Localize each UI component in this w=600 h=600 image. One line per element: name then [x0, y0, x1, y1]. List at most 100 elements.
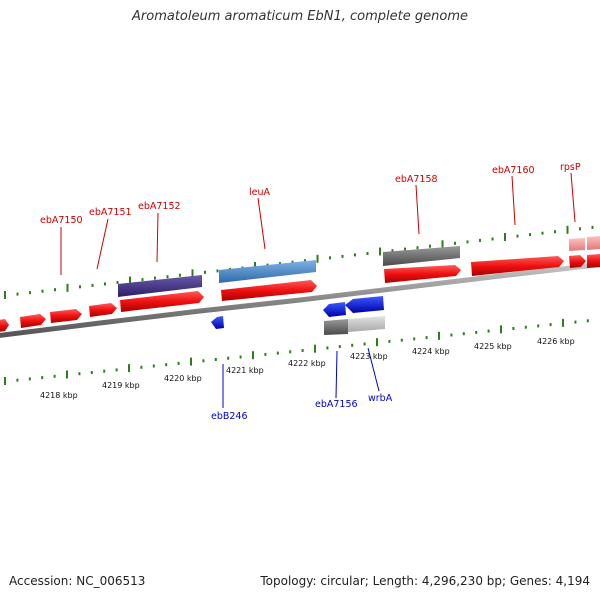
- gene-label-ebA7160[interactable]: ebA7160: [492, 165, 535, 176]
- outer-scale-minor-tick: [216, 269, 219, 273]
- gene-label-ebB246[interactable]: ebB246: [211, 411, 248, 422]
- inner-scale-major-tick: [500, 325, 502, 334]
- outer-scale-minor-tick: [541, 231, 544, 235]
- leader-ebA7160: [511, 175, 516, 226]
- inner-scale-minor-tick: [227, 356, 230, 360]
- outer-scale-minor-tick: [529, 233, 531, 237]
- gene-bar-wrbA[interactable]: [348, 316, 385, 332]
- outer-scale-minor-tick: [204, 270, 206, 274]
- tick-label-4226: 4226 kbp: [537, 337, 575, 346]
- inner-scale-major-tick: [4, 377, 6, 385]
- outer-scale-minor-tick: [404, 247, 406, 251]
- outer-scale-major-tick: [4, 291, 6, 299]
- inner-scale-minor-tick: [301, 349, 304, 352]
- outer-scale-minor-tick: [454, 241, 456, 245]
- inner-scale-major-tick: [438, 331, 440, 340]
- leader-leuA: [257, 197, 266, 250]
- reverse-cds-track: [211, 296, 384, 329]
- gene-label-ebA7151[interactable]: ebA7151: [89, 207, 132, 218]
- leader-ebA7152: [156, 212, 159, 263]
- outer-scale-minor-tick: [29, 291, 31, 295]
- topology-summary: Topology: circular; Length: 4,296,230 bp…: [260, 574, 590, 588]
- inner-scale-minor-tick: [264, 352, 267, 356]
- inner-scale-minor-tick: [202, 359, 205, 363]
- gene-bar-leuA[interactable]: [219, 260, 316, 283]
- cds-arrow-fwd-5[interactable]: [221, 280, 317, 301]
- cds-arrow-fwd-8[interactable]: [569, 255, 586, 268]
- inner-scale-minor-tick: [338, 345, 341, 349]
- tick-label-4219: 4219 kbp: [102, 381, 140, 390]
- inner-scale-major-tick: [314, 344, 316, 353]
- gene-label-ebA7150[interactable]: ebA7150: [40, 215, 83, 226]
- inner-scale-minor-tick: [475, 330, 478, 334]
- tick-label-4221: 4221 kbp: [226, 366, 264, 375]
- inner-scale-minor-tick: [363, 342, 366, 346]
- outer-scale-minor-tick: [141, 278, 144, 282]
- leader-rpsP: [570, 172, 576, 223]
- cds-arrow-fwd-4[interactable]: [120, 291, 204, 312]
- outer-scale-minor-tick: [554, 230, 556, 234]
- gene-label-wrbA[interactable]: wrbA: [368, 393, 393, 404]
- reverse-leader-lines: [222, 347, 380, 408]
- gene-label-rpsP[interactable]: rpsP: [560, 162, 581, 173]
- cds-arrow-rev-1[interactable]: [211, 316, 224, 329]
- cds-arrow-fwd-2[interactable]: [50, 309, 82, 323]
- inner-scale-minor-tick: [177, 361, 180, 365]
- gene-bar-ebA7152[interactable]: [118, 275, 202, 297]
- inner-scale-minor-tick: [524, 325, 527, 329]
- leader-ebA7158: [415, 184, 420, 235]
- cds-arrow-fwd-0[interactable]: [0, 319, 9, 332]
- tick-label-4220: 4220 kbp: [164, 374, 202, 383]
- tick-label-4225: 4225 kbp: [474, 342, 512, 351]
- gene-label-ebA7152[interactable]: ebA7152: [138, 201, 181, 212]
- cds-arrow-fwd-3[interactable]: [89, 303, 117, 317]
- cds-arrow-fwd-7[interactable]: [471, 256, 564, 276]
- inner-scale-minor-tick: [388, 339, 391, 343]
- outer-scale-minor-tick: [16, 292, 19, 296]
- gene-bar-rpsP-next[interactable]: [587, 236, 600, 250]
- outer-scale-major-tick: [566, 225, 569, 234]
- inner-scale-minor-tick: [512, 327, 515, 330]
- inner-scale-major-tick: [190, 357, 192, 366]
- gene-bar-ebA7156[interactable]: [324, 319, 348, 335]
- outer-scale-minor-tick: [491, 237, 494, 241]
- outer-scale-minor-tick: [166, 275, 169, 279]
- inner-scale-minor-tick: [152, 364, 155, 368]
- outer-scale-minor-tick: [341, 254, 344, 258]
- cds-arrow-rev-2[interactable]: [323, 302, 346, 317]
- inner-scale-minor-tick: [140, 365, 143, 369]
- tick-label-4224: 4224 kbp: [412, 347, 450, 356]
- tick-label-4222: 4222 kbp: [288, 359, 326, 368]
- inner-scale-ring: 4218 kbp 4219 kbp 4220 kbp 4221 kbp 4222…: [4, 318, 589, 400]
- map-title: Aromatoleum aromaticum EbN1, complete ge…: [132, 9, 468, 24]
- gene-label-leuA[interactable]: leuA: [249, 187, 271, 198]
- outer-scale-minor-tick: [54, 288, 56, 292]
- outer-scale-minor-tick: [291, 260, 294, 264]
- outer-scale-minor-tick: [304, 259, 306, 263]
- outer-scale-minor-tick: [279, 262, 281, 266]
- outer-scale-major-tick: [254, 262, 256, 270]
- outer-scale-minor-tick: [429, 244, 431, 248]
- inner-scale-minor-tick: [586, 319, 589, 323]
- gene-label-ebA7156[interactable]: ebA7156: [315, 399, 358, 410]
- gene-label-ebA7158[interactable]: ebA7158: [395, 174, 438, 185]
- outer-scale-major-tick: [191, 269, 194, 278]
- cds-arrow-fwd-1[interactable]: [20, 314, 46, 328]
- gene-bar-ebA7158[interactable]: [383, 246, 460, 266]
- accession-text: Accession: NC_006513: [9, 574, 146, 588]
- cds-arrow-fwd-9[interactable]: [587, 254, 600, 268]
- forward-gene-labels: ebA7150 ebA7151 ebA7152 leuA ebA7158 ebA…: [40, 162, 581, 226]
- inner-scale-minor-tick: [239, 355, 242, 359]
- cds-arrow-fwd-6[interactable]: [384, 265, 461, 283]
- outer-scale-minor-tick: [354, 253, 356, 257]
- outer-scale-minor-tick: [79, 285, 81, 289]
- inner-scale-minor-tick: [450, 333, 453, 337]
- inner-scale-dots: [4, 318, 589, 385]
- outer-scale-minor-tick: [579, 227, 581, 231]
- inner-scale-minor-tick: [574, 320, 577, 324]
- inner-scale-major-tick: [128, 364, 130, 373]
- gene-bar-rpsP[interactable]: [569, 238, 585, 251]
- leader-wrbA: [367, 347, 380, 392]
- cds-arrow-rev-3[interactable]: [345, 296, 384, 313]
